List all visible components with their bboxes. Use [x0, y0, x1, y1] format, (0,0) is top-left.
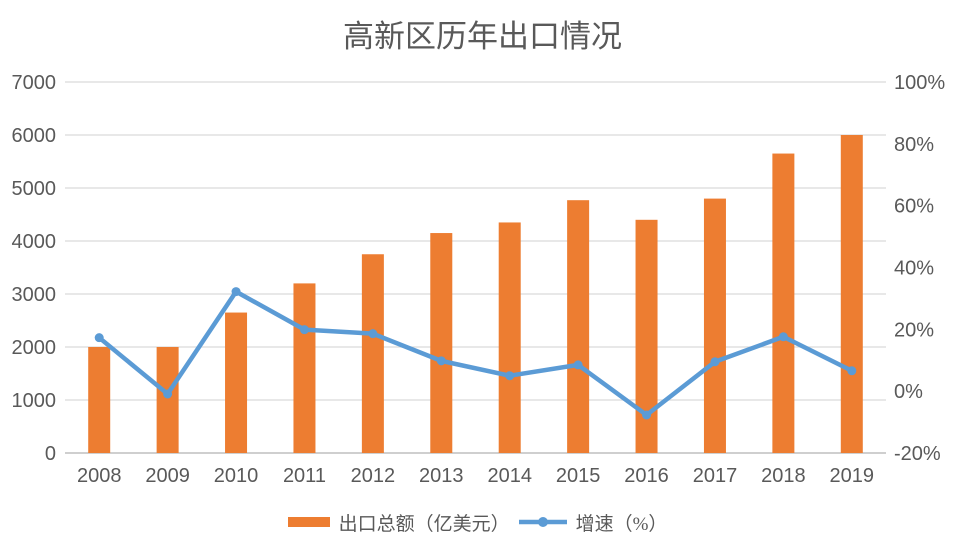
x-axis-tick-label: 2012 [351, 465, 396, 487]
x-axis-tick-label: 2017 [693, 465, 738, 487]
y-axis-right-tick-label: 0% [894, 381, 923, 403]
y-axis-left-tick-label: 7000 [12, 72, 57, 94]
x-axis-tick-label: 2019 [830, 465, 875, 487]
export-bar [225, 312, 248, 453]
growth-line-marker [231, 287, 241, 297]
y-axis-right-tick-label: 20% [894, 319, 934, 341]
y-axis-right-tick-label: -20% [894, 443, 941, 465]
export-bar [567, 200, 590, 453]
growth-line-marker [573, 360, 583, 370]
y-axis-right-tick-label: 80% [894, 134, 934, 156]
y-axis-left-tick-label: 6000 [12, 125, 57, 147]
x-axis-tick-label: 2016 [624, 465, 669, 487]
export-bar [156, 347, 179, 453]
y-axis-right-tick-label: 100% [894, 72, 945, 94]
growth-line-marker [94, 333, 104, 343]
export-bar [88, 347, 111, 453]
growth-line-marker [299, 325, 309, 335]
y-axis-right-tick-label: 40% [894, 258, 934, 280]
legend-line-label: 增速（%） [575, 513, 668, 535]
export-bar [635, 219, 658, 453]
y-axis-left-tick-label: 4000 [12, 231, 57, 253]
growth-line-marker [778, 332, 788, 342]
export-bar [703, 198, 726, 453]
x-axis-tick-label: 2014 [487, 465, 532, 487]
export-bar [293, 283, 316, 453]
growth-line-marker [368, 329, 378, 339]
growth-line-marker [505, 371, 515, 381]
export-bar [430, 233, 453, 453]
x-axis-tick-label: 2008 [77, 465, 122, 487]
y-axis-left-tick-label: 3000 [12, 284, 57, 306]
growth-line-marker [642, 410, 652, 420]
export-bar [840, 135, 863, 453]
x-axis-tick-label: 2010 [214, 465, 259, 487]
chart-plot-area: 0 1000 2000 3000 4000 5000 6000 7000 -20% 0% 20% 40… [12, 72, 946, 487]
legend-line-swatch [518, 517, 567, 527]
legend-bar-swatch [287, 517, 330, 527]
export-bar [772, 153, 795, 454]
growth-line [96, 289, 855, 418]
x-axis-tick-label: 2009 [145, 465, 190, 487]
y-axis-left-tick-label: 1000 [12, 390, 57, 412]
x-axis-tick-label: 2015 [556, 465, 601, 487]
export-bar [361, 254, 384, 453]
growth-line-marker [710, 357, 720, 367]
growth-line-marker [436, 356, 446, 366]
legend-bar-label: 出口总额（亿美元） [338, 513, 510, 535]
chart-title: 高新区历年出口情况 [343, 19, 622, 54]
y-axis-right-tick-label: 60% [894, 196, 934, 218]
export-bar [498, 222, 521, 453]
growth-line-marker [163, 389, 173, 399]
y-axis-left-tick-label: 0 [45, 443, 56, 465]
legend: 出口总额（亿美元） 增速（%） [0, 507, 955, 537]
y-axis-left-tick-label: 5000 [12, 178, 57, 200]
growth-line-marker [847, 366, 857, 376]
y-axis-left-tick-label: 2000 [12, 337, 57, 359]
x-axis-tick-label: 2011 [283, 465, 326, 487]
x-axis-tick-label: 2013 [419, 465, 464, 487]
x-axis-tick-label: 2018 [761, 465, 806, 487]
